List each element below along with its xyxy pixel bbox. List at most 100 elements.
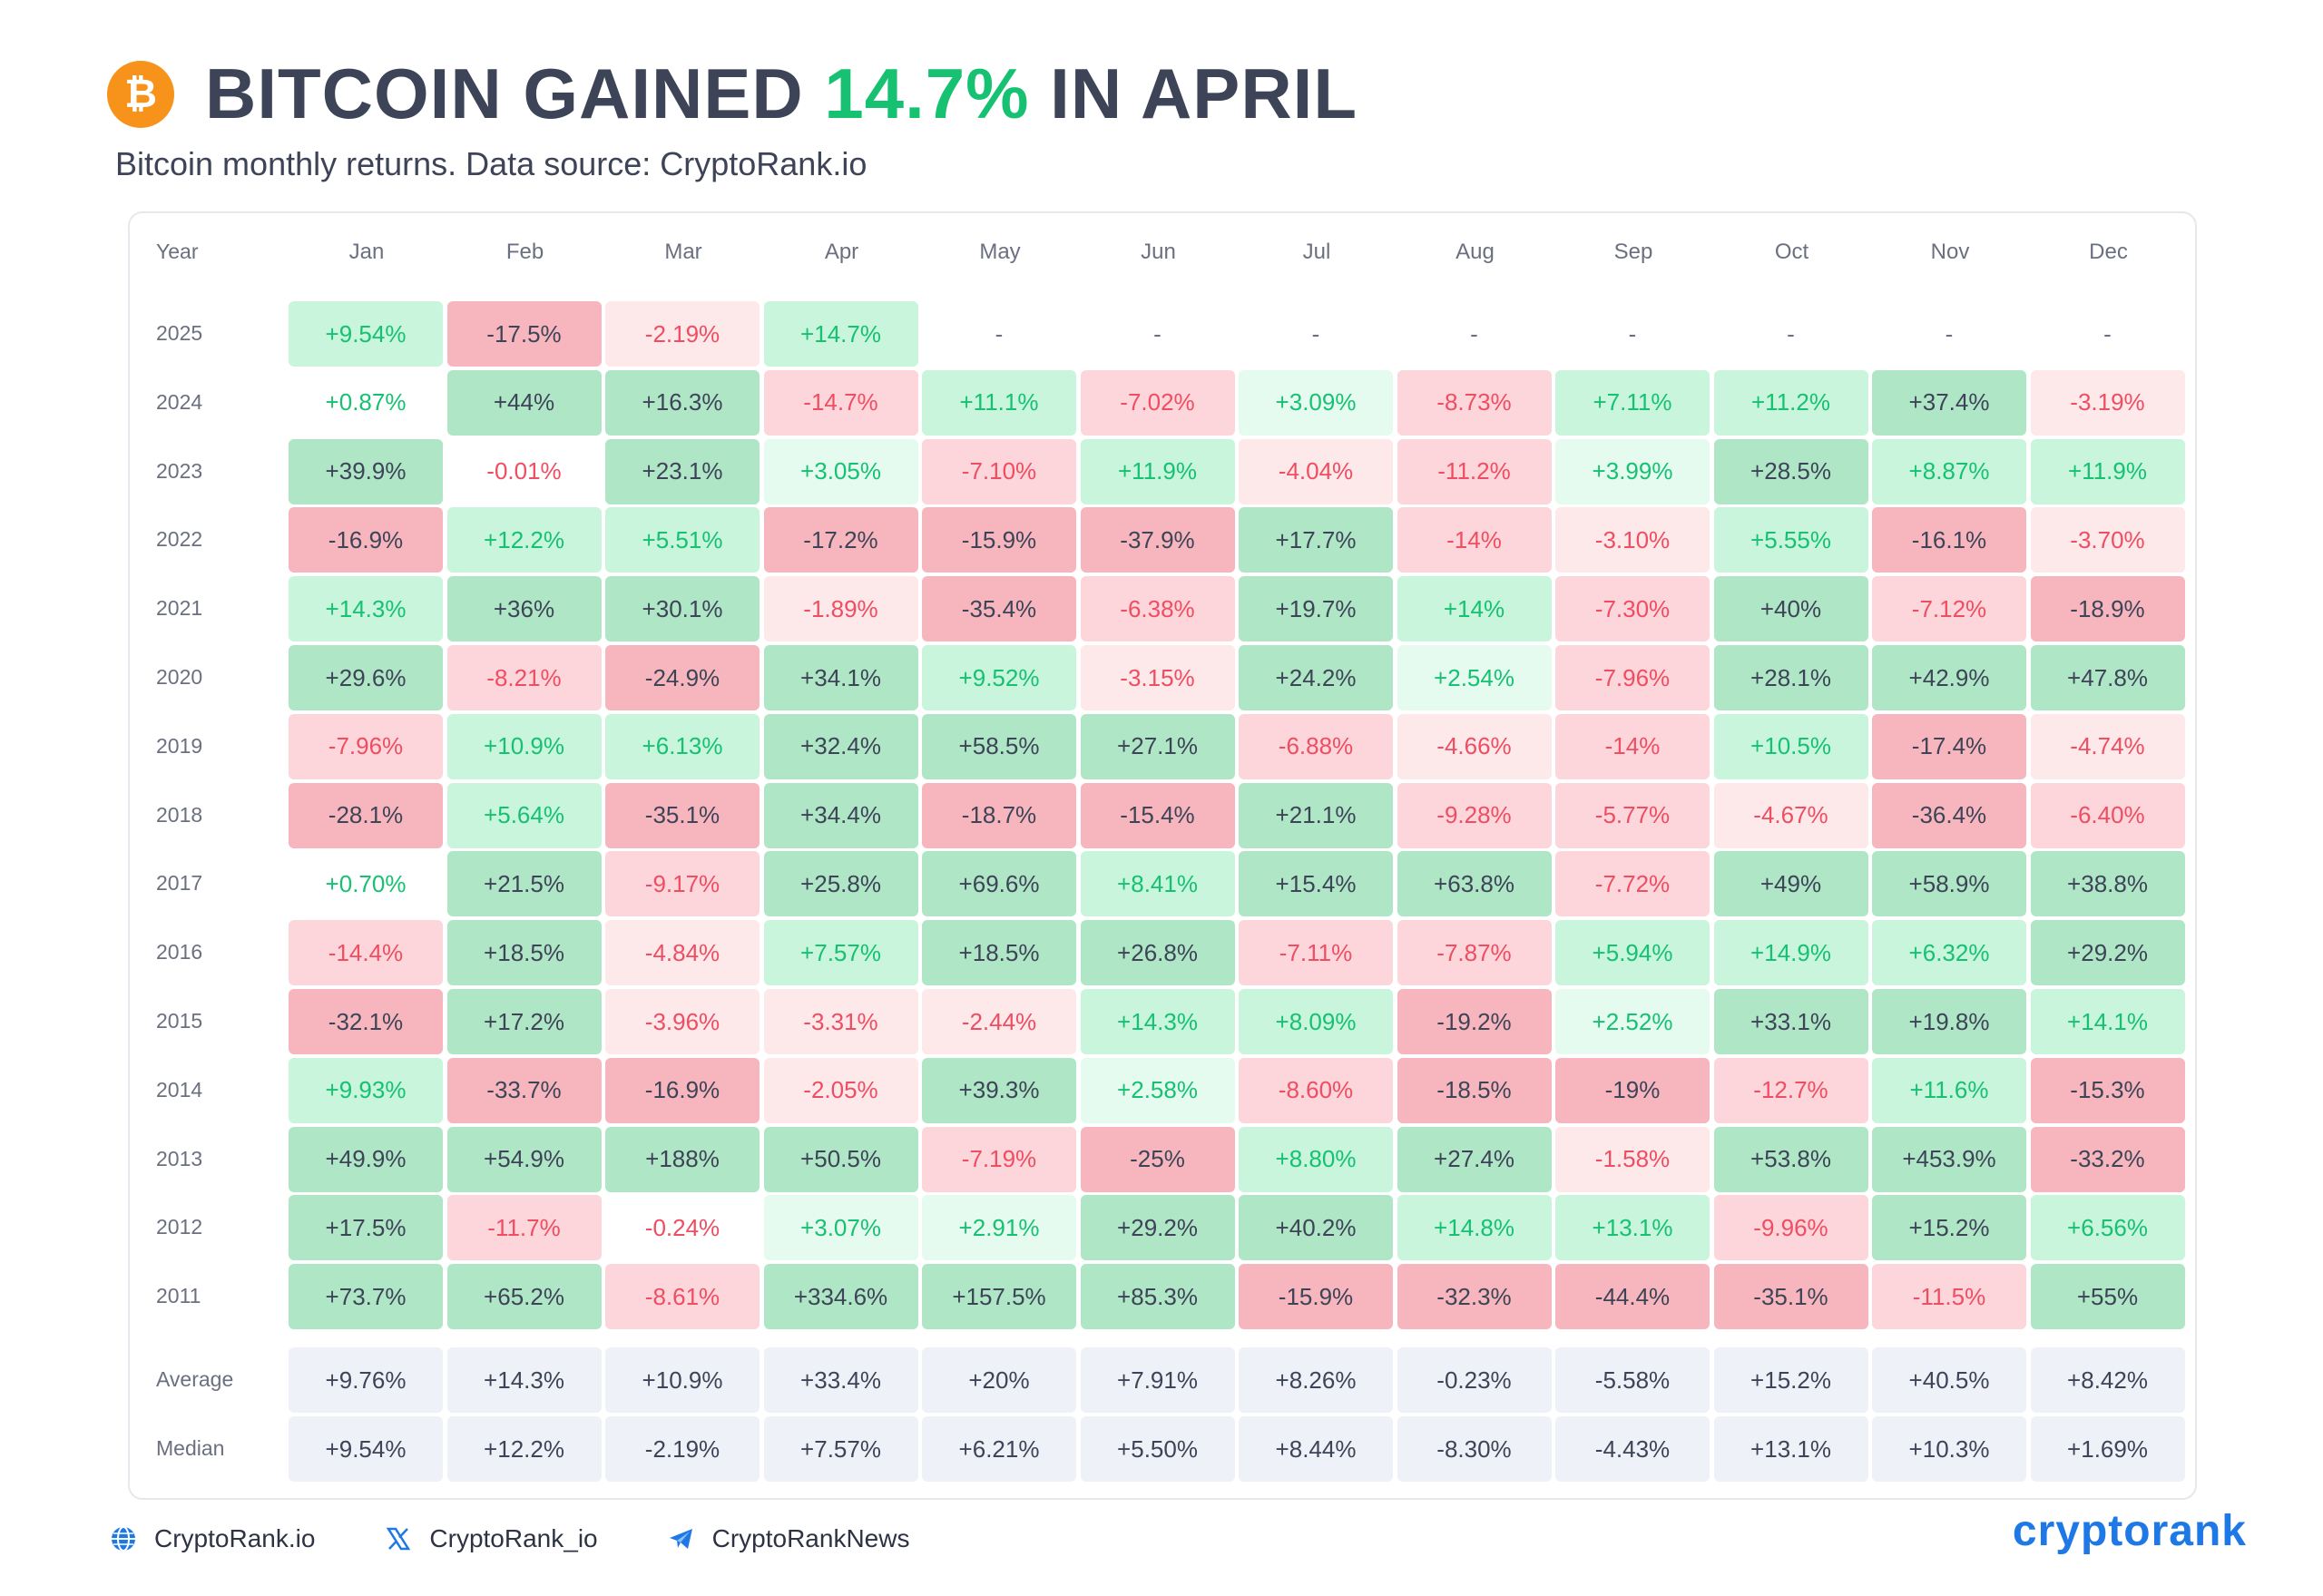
return-cell: - [1555,301,1710,367]
row-year-label: 2023 [156,458,203,483]
return-cell: +7.57% [763,920,918,986]
return-cell: +8.41% [1080,851,1235,917]
summary-cell: +10.3% [1872,1416,2026,1482]
column-header: Oct [1774,240,1809,264]
return-cell: -11.5% [1872,1264,2026,1330]
return-cell: +3.07% [763,1195,918,1261]
return-cell: - [2030,301,2185,367]
title-prefix: BITCOIN GAINED [205,54,825,133]
return-cell: -1.89% [763,576,918,642]
return-cell: -24.9% [605,645,760,710]
return-cell: - [1872,301,2026,367]
return-cell: - [1397,301,1552,367]
return-cell: +11.9% [1080,438,1235,504]
return-cell: -19.2% [1397,989,1552,1054]
return-cell: +40.2% [1239,1195,1393,1261]
return-cell: +0.70% [289,851,443,917]
return-cell: +36% [446,576,602,642]
return-cell: - [1080,301,1235,367]
summary-cell: +5.50% [1080,1416,1235,1482]
summary-cell: +10.9% [605,1347,760,1413]
row-year-label: 2015 [156,1009,203,1033]
return-cell: -3.96% [605,989,760,1054]
return-cell: +10.9% [446,713,602,779]
return-cell: -14% [1555,713,1710,779]
footer: CryptoRank.io CryptoRank_io CryptoRankNe… [109,1524,978,1553]
row-year-label: 2017 [156,871,203,896]
return-cell: -2.44% [922,989,1076,1054]
return-cell: +85.3% [1080,1264,1235,1330]
return-cell: +11.6% [1872,1057,2026,1123]
summary-cell: +33.4% [763,1347,918,1413]
return-cell: +5.94% [1555,920,1710,986]
return-cell: -7.30% [1555,576,1710,642]
return-cell: +6.13% [605,713,760,779]
return-cell: -6.88% [1239,713,1393,779]
column-header: Apr [824,240,859,264]
header-year: Year [156,240,199,263]
row-year-label: 2020 [156,665,203,689]
return-cell: -44.4% [1555,1264,1710,1330]
return-cell: -14.7% [763,369,918,436]
return-cell: +334.6% [763,1264,918,1330]
return-cell: -4.04% [1239,438,1393,504]
bitcoin-logo-icon: ₿ [107,60,174,128]
return-cell: -2.05% [763,1057,918,1123]
column-header: Jul [1302,240,1331,264]
return-cell: -18.7% [922,782,1076,848]
summary-cell: +6.21% [922,1416,1076,1482]
return-cell: +58.9% [1872,851,2026,917]
return-cell: - [1239,301,1393,367]
return-cell: -18.5% [1397,1057,1552,1123]
return-cell: +19.8% [1872,989,2026,1054]
return-cell: +15.2% [1872,1195,2026,1261]
footer-x[interactable]: CryptoRank_io [384,1524,598,1553]
return-cell: +5.64% [446,782,602,848]
return-cell: +17.5% [289,1195,443,1261]
return-cell: -32.1% [289,989,443,1054]
row-year-label: 2013 [156,1146,203,1170]
return-cell: -9.17% [605,851,760,917]
return-cell: +14.3% [289,576,443,642]
return-cell: +453.9% [1872,1126,2026,1192]
return-cell: +47.8% [2030,645,2185,710]
return-cell: -19% [1555,1057,1710,1123]
return-cell: -12.7% [1713,1057,1868,1123]
column-header: Sep [1613,240,1653,264]
return-cell: +3.05% [763,438,918,504]
return-cell: +32.4% [763,713,918,779]
return-cell: -7.87% [1397,920,1552,986]
return-cell: +2.54% [1397,645,1552,710]
return-cell: - [922,301,1076,367]
return-cell: -7.96% [289,713,443,779]
column-header: Mar [664,240,702,264]
column-header: Jan [348,240,385,264]
return-cell: -35.1% [605,782,760,848]
return-cell: -6.38% [1080,576,1235,642]
footer-website[interactable]: CryptoRank.io [109,1524,315,1553]
return-cell: -17.4% [1872,713,2026,779]
row-year-label: 2018 [156,802,203,827]
column-header: May [979,240,1021,264]
return-cell: +6.32% [1872,920,2026,986]
return-cell: -14.4% [289,920,443,986]
return-cell: +11.9% [2030,438,2185,504]
footer-telegram[interactable]: CryptoRankNews [667,1524,909,1553]
return-cell: +2.58% [1080,1057,1235,1123]
return-cell: -5.77% [1555,782,1710,848]
return-cell: -35.1% [1713,1264,1868,1330]
return-cell: -4.67% [1713,782,1868,848]
footer-x-label: CryptoRank_io [429,1524,598,1552]
return-cell: -25% [1080,1126,1235,1192]
return-cell: +8.80% [1239,1126,1393,1192]
column-header: Dec [2089,240,2128,264]
return-cell: +58.5% [922,713,1076,779]
summary-cell: -5.58% [1555,1347,1710,1413]
title-suffix: IN APRIL [1029,54,1358,133]
summary-cell: -0.23% [1397,1347,1552,1413]
return-cell: -4.66% [1397,713,1552,779]
return-cell: +13.1% [1555,1195,1710,1261]
return-cell: +29.6% [289,645,443,710]
return-cell: +34.4% [763,782,918,848]
return-cell: -7.11% [1239,920,1393,986]
